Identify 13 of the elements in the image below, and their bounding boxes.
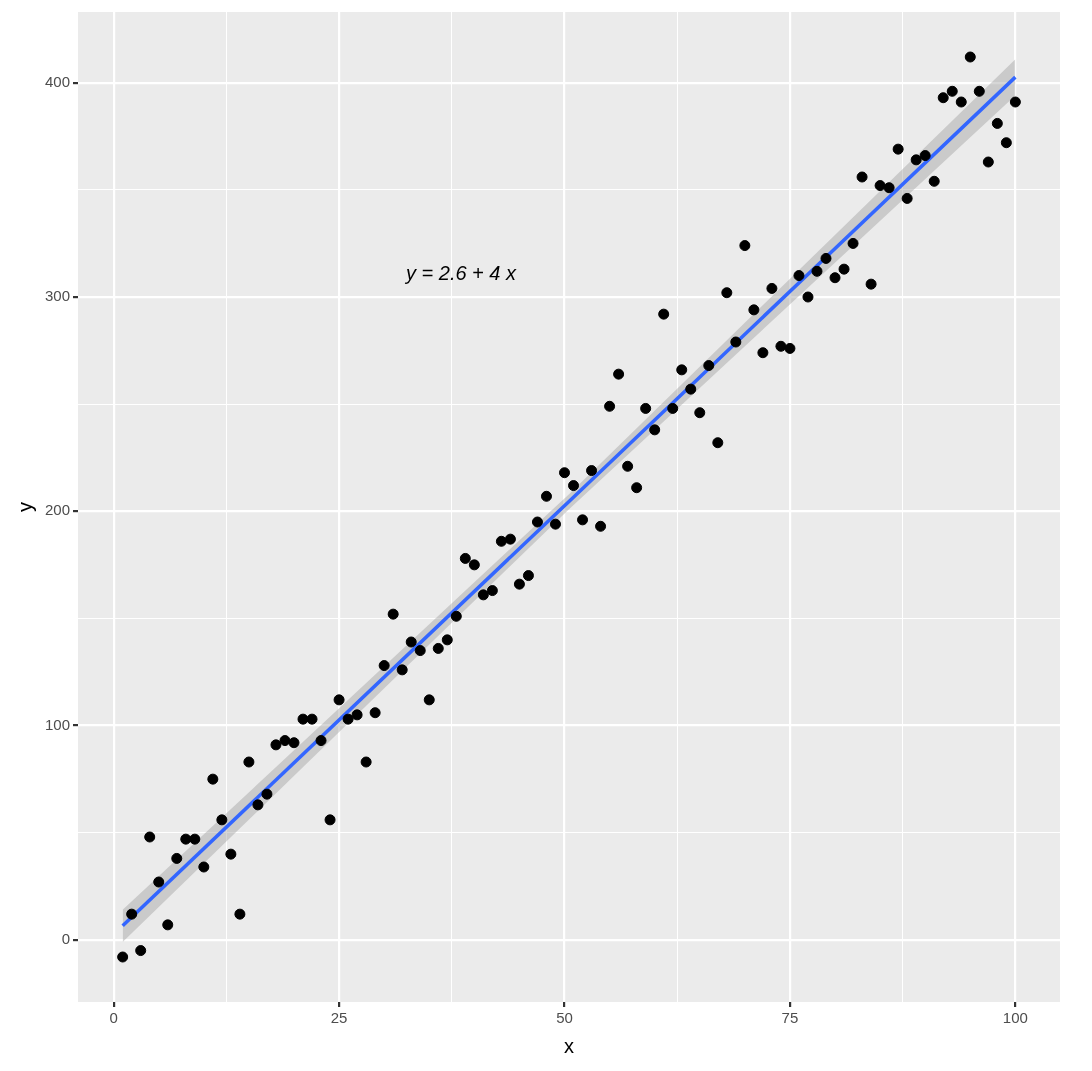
y-tick-label: 300: [45, 287, 71, 305]
annotation: y = 2.6 + 4 x: [403, 261, 518, 284]
y-tick-label: 0: [61, 930, 71, 947]
y-tick-label: 100: [45, 715, 71, 733]
x-tick-label: 50: [556, 1009, 573, 1027]
x-tick-label: 75: [781, 1009, 799, 1027]
x-axis-title: x: [564, 1034, 575, 1057]
y-tick-label: 400: [45, 72, 71, 90]
y-axis-title: y: [13, 502, 36, 512]
x-tick-label: 100: [1002, 1009, 1028, 1027]
y-tick-label: 200: [45, 501, 71, 519]
x-tick-label: 25: [330, 1009, 348, 1027]
x-tick-label: 0: [109, 1009, 118, 1027]
